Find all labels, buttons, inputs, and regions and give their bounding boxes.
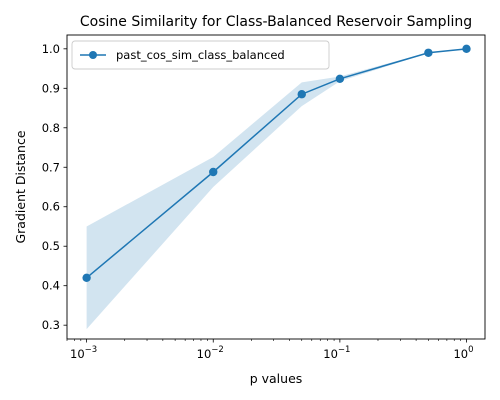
data-point: [209, 167, 218, 177]
legend-marker: [89, 51, 97, 59]
data-point: [297, 90, 306, 99]
y-tick-label: 0.9: [42, 81, 60, 95]
y-tick-label: 0.4: [42, 279, 60, 293]
y-tick-label: 0.3: [42, 318, 60, 332]
data-point: [424, 48, 433, 57]
y-axis-ticks: 0.3 0.4 0.5 0.6 0.7 0.8 0.9 1.0: [42, 42, 67, 332]
y-tick-label: 0.6: [42, 200, 60, 214]
data-point: [335, 74, 345, 84]
y-tick-label: 0.8: [42, 121, 60, 135]
data-point: [462, 44, 471, 54]
x-tick-label: 100: [453, 345, 473, 361]
series-line: [86, 48, 467, 279]
x-tick-label: 10−3: [70, 345, 97, 361]
y-tick-label: 1.0: [42, 42, 60, 56]
series-line-layer: [86, 48, 467, 279]
data-point-layer: [82, 44, 471, 283]
y-axis-label: Gradient Distance: [13, 130, 28, 243]
confidence-band-layer: [86, 48, 467, 330]
confidence-band: [86, 48, 467, 330]
y-tick-label: 0.5: [42, 239, 60, 253]
x-tick-label: 10−2: [197, 345, 224, 361]
x-axis-label: p values: [250, 371, 303, 386]
legend: past_cos_sim_class_balanced: [71, 40, 330, 70]
plot-frame: [66, 34, 486, 340]
x-axis-ticks: 10−3 10−2 10−1 100: [66, 339, 474, 361]
y-tick-label: 0.7: [42, 160, 60, 174]
x-tick-label: 10−1: [323, 345, 350, 361]
chart-title: Cosine Similarity for Class-Balanced Res…: [80, 14, 472, 30]
legend-label: past_cos_sim_class_balanced: [116, 48, 285, 62]
data-point: [82, 273, 91, 283]
legend-box: [71, 40, 330, 70]
